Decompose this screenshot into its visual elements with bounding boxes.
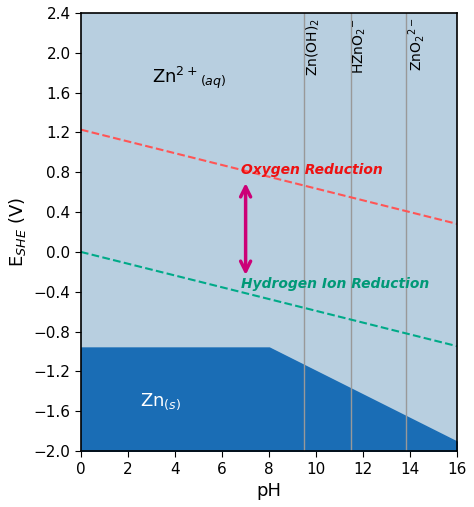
Text: Zn$^{2+}$$_{(aq)}$: Zn$^{2+}$$_{(aq)}$	[152, 64, 226, 91]
Text: Zn$_{(s)}$: Zn$_{(s)}$	[140, 391, 181, 412]
X-axis label: pH: pH	[256, 482, 282, 500]
Text: Hydrogen Ion Reduction: Hydrogen Ion Reduction	[241, 277, 429, 291]
Text: HZnO$_2$$^{-}$: HZnO$_2$$^{-}$	[352, 18, 368, 74]
Text: Oxygen Reduction: Oxygen Reduction	[241, 163, 383, 177]
Text: Zn(OH)$_2$: Zn(OH)$_2$	[304, 18, 322, 76]
Y-axis label: E$_{SHE}$ (V): E$_{SHE}$ (V)	[7, 197, 28, 267]
Text: ZnO$_2$$^{2-}$: ZnO$_2$$^{2-}$	[406, 18, 427, 71]
